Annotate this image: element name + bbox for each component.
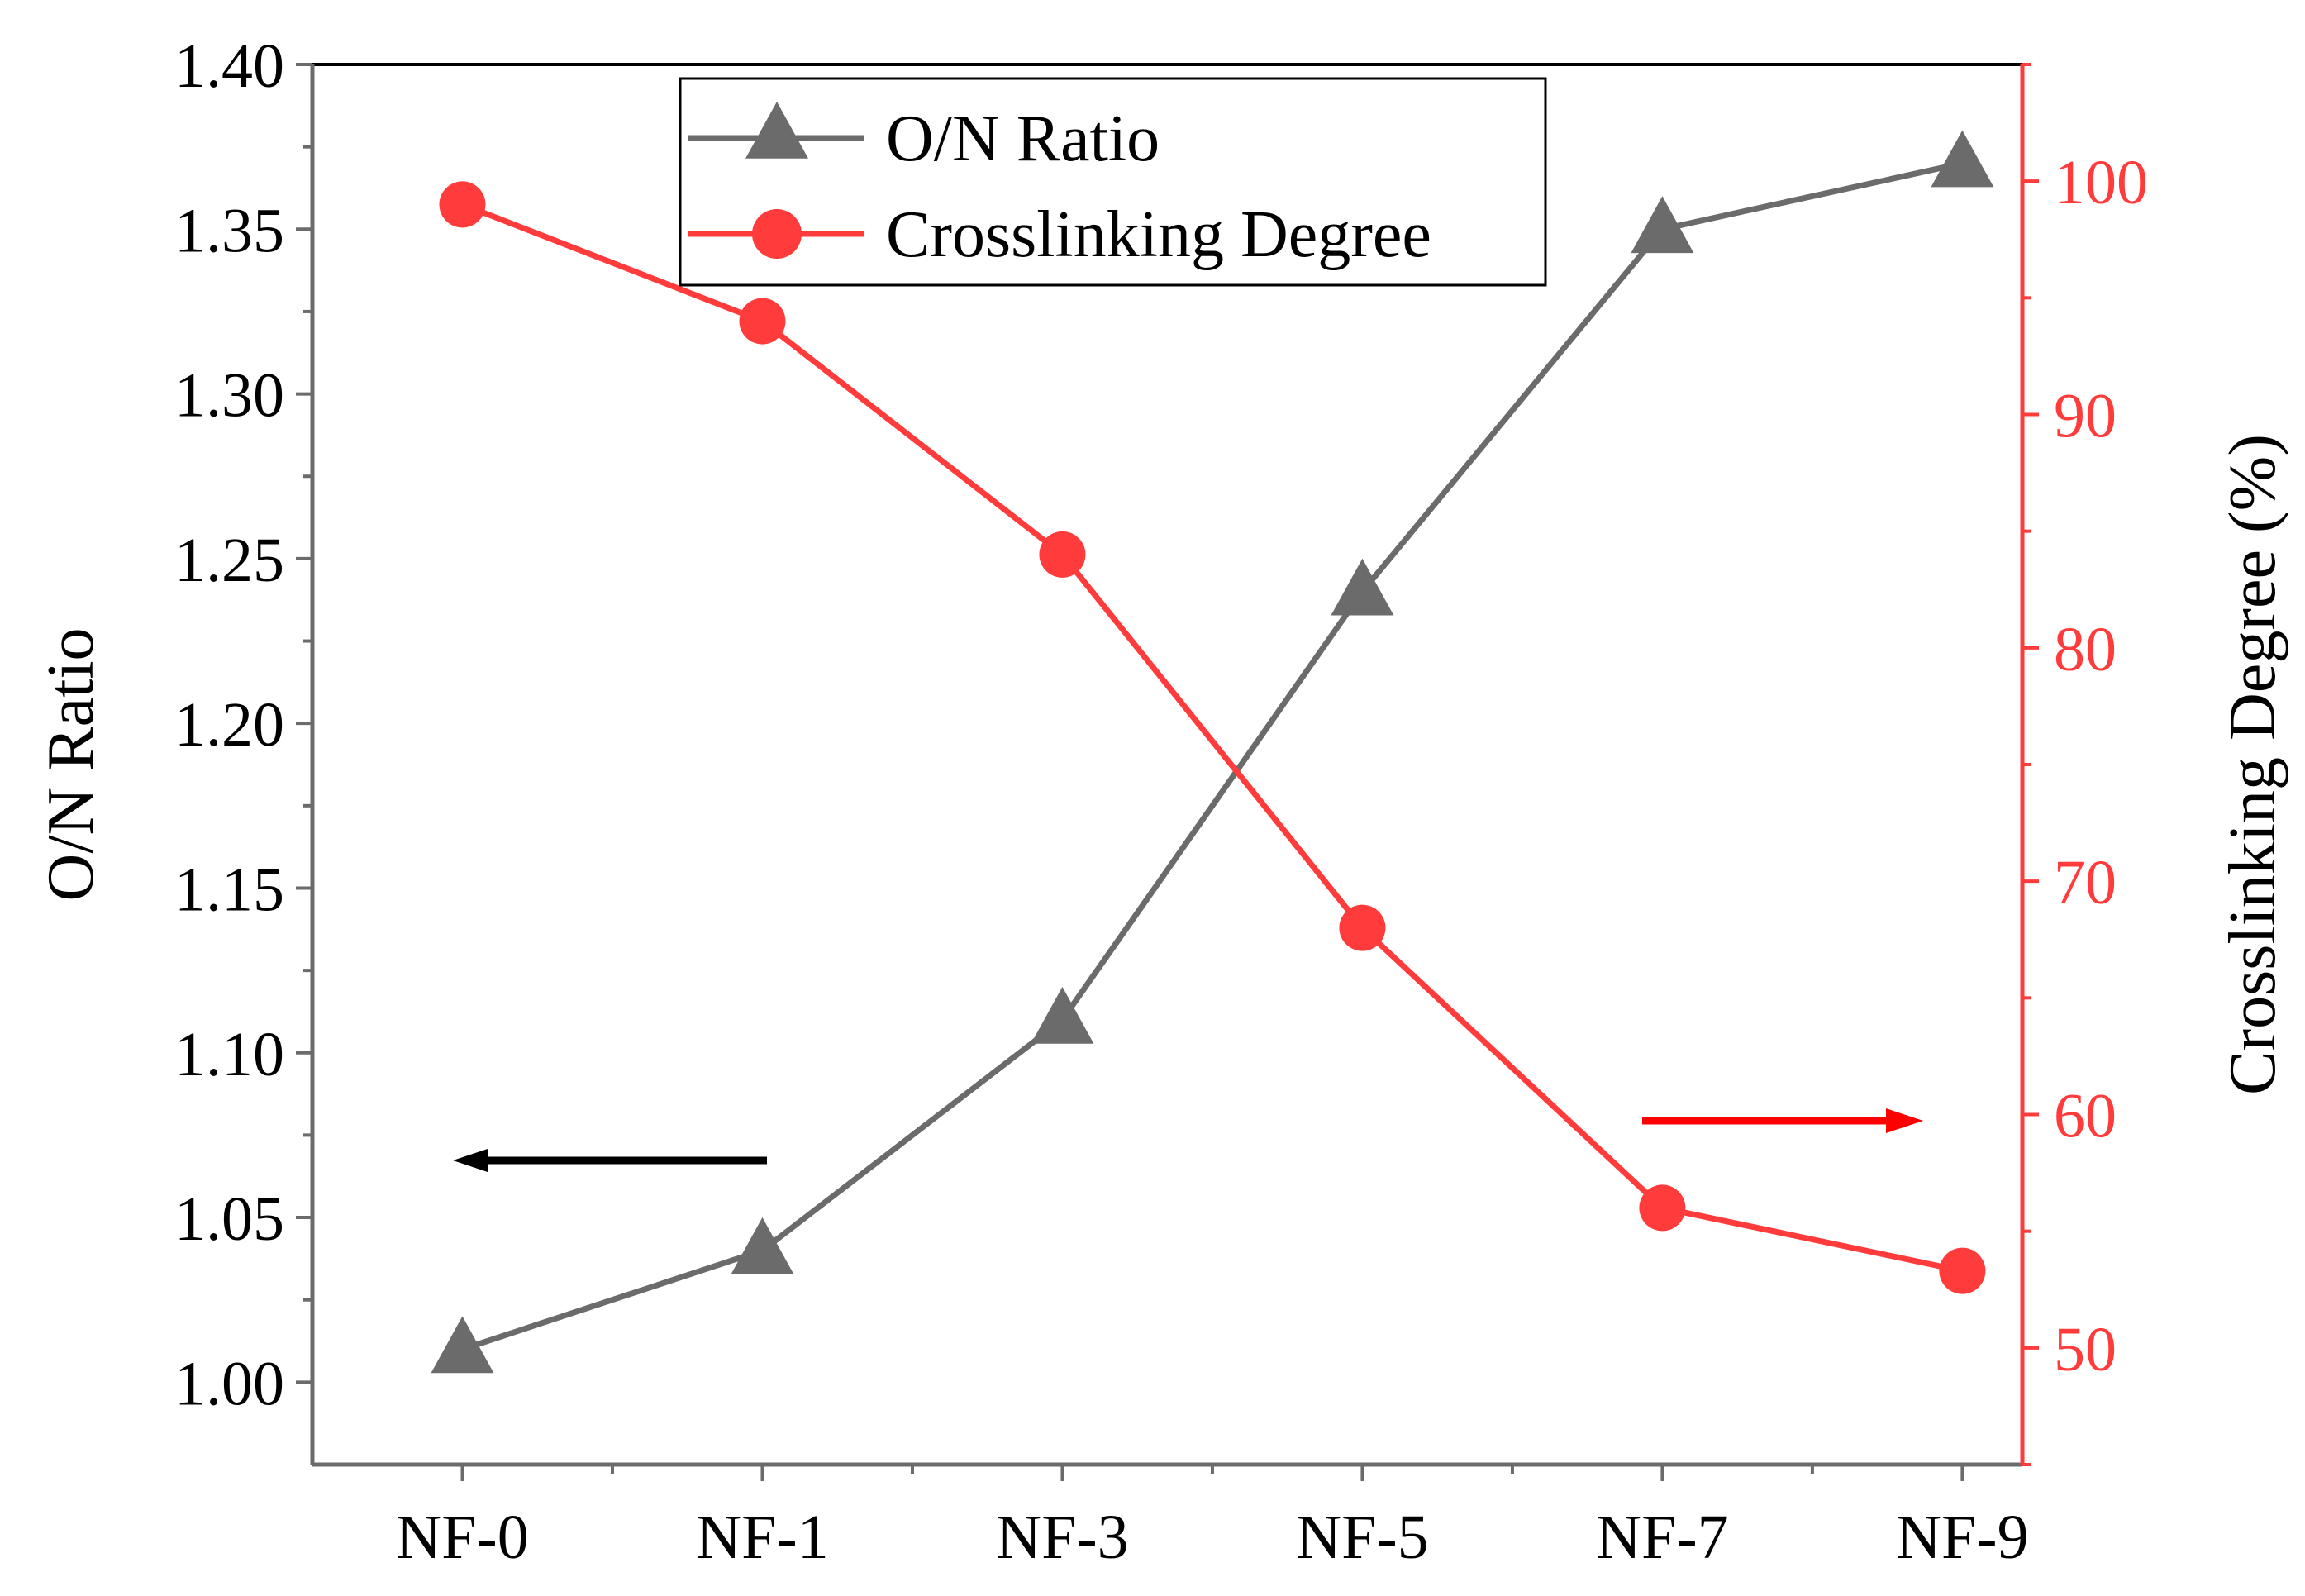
crosslinking-degree-point bbox=[439, 181, 486, 228]
legend-o-n-ratio-marker bbox=[745, 102, 808, 159]
crosslinking-degree-point bbox=[1339, 904, 1386, 951]
right-tick-label: 80 bbox=[2054, 615, 2117, 684]
left-tick-label: 1.30 bbox=[174, 361, 284, 431]
x-tick-label: NF-0 bbox=[396, 1503, 528, 1572]
right-tick-label: 70 bbox=[2054, 848, 2117, 917]
x-tick-label: NF-1 bbox=[696, 1503, 828, 1572]
left-tick-label: 1.40 bbox=[174, 31, 284, 101]
o-n-ratio-point bbox=[431, 1316, 494, 1374]
x-tick-label: NF-7 bbox=[1596, 1503, 1728, 1572]
axes-group: 1.00 1.05 1.10 1.15 1.20 1.25 1.30 1.35 1.40 50 60… bbox=[35, 31, 2289, 1572]
series-group bbox=[431, 130, 1994, 1374]
right-axis-arrow-head bbox=[1886, 1108, 1923, 1133]
crosslinking-degree-point bbox=[1039, 531, 1086, 578]
legend-o-n-ratio-label: O/N Ratio bbox=[886, 102, 1160, 175]
x-tick-label: NF-9 bbox=[1896, 1503, 2028, 1572]
left-axis-arrow-head bbox=[453, 1149, 488, 1172]
o-n-ratio-point bbox=[1031, 986, 1094, 1044]
legend-crosslinking-degree-label: Crosslinking Degree bbox=[886, 198, 1431, 271]
o-n-ratio-point bbox=[1931, 130, 1994, 188]
legend-crosslinking-degree-marker bbox=[752, 209, 802, 259]
crosslinking-degree-point bbox=[1939, 1247, 1986, 1294]
left-tick-label: 1.20 bbox=[174, 690, 284, 760]
legend-box bbox=[679, 77, 1547, 287]
right-tick-label: 100 bbox=[2054, 148, 2148, 217]
right-tick-label: 50 bbox=[2054, 1315, 2117, 1384]
o-n-ratio-point bbox=[1331, 558, 1394, 616]
o-n-ratio-line bbox=[461, 160, 1964, 1352]
x-tick-label: NF-5 bbox=[1296, 1503, 1428, 1572]
legend: O/N Ratio Crosslinking Degree bbox=[679, 77, 1547, 287]
left-axis-title: O/N Ratio bbox=[35, 627, 107, 901]
left-tick-label: 1.35 bbox=[174, 196, 284, 265]
annotations-group bbox=[453, 1108, 1923, 1172]
o-n-ratio-point bbox=[731, 1217, 794, 1274]
left-tick-label: 1.00 bbox=[174, 1349, 284, 1418]
left-tick-label: 1.15 bbox=[174, 855, 284, 924]
crosslinking-degree-line bbox=[461, 202, 1964, 1274]
crosslinking-degree-point bbox=[739, 298, 786, 345]
left-tick-label: 1.10 bbox=[174, 1020, 284, 1089]
left-tick-label: 1.05 bbox=[174, 1184, 284, 1254]
crosslinking-degree-point bbox=[1639, 1184, 1686, 1232]
right-tick-label: 90 bbox=[2054, 382, 2117, 451]
right-axis-title: Crosslinking Degree (%) bbox=[2217, 434, 2289, 1095]
left-tick-label: 1.25 bbox=[174, 526, 284, 595]
right-tick-label: 60 bbox=[2054, 1082, 2117, 1151]
o-n-ratio-point bbox=[1631, 196, 1694, 254]
x-tick-label: NF-3 bbox=[996, 1503, 1128, 1572]
